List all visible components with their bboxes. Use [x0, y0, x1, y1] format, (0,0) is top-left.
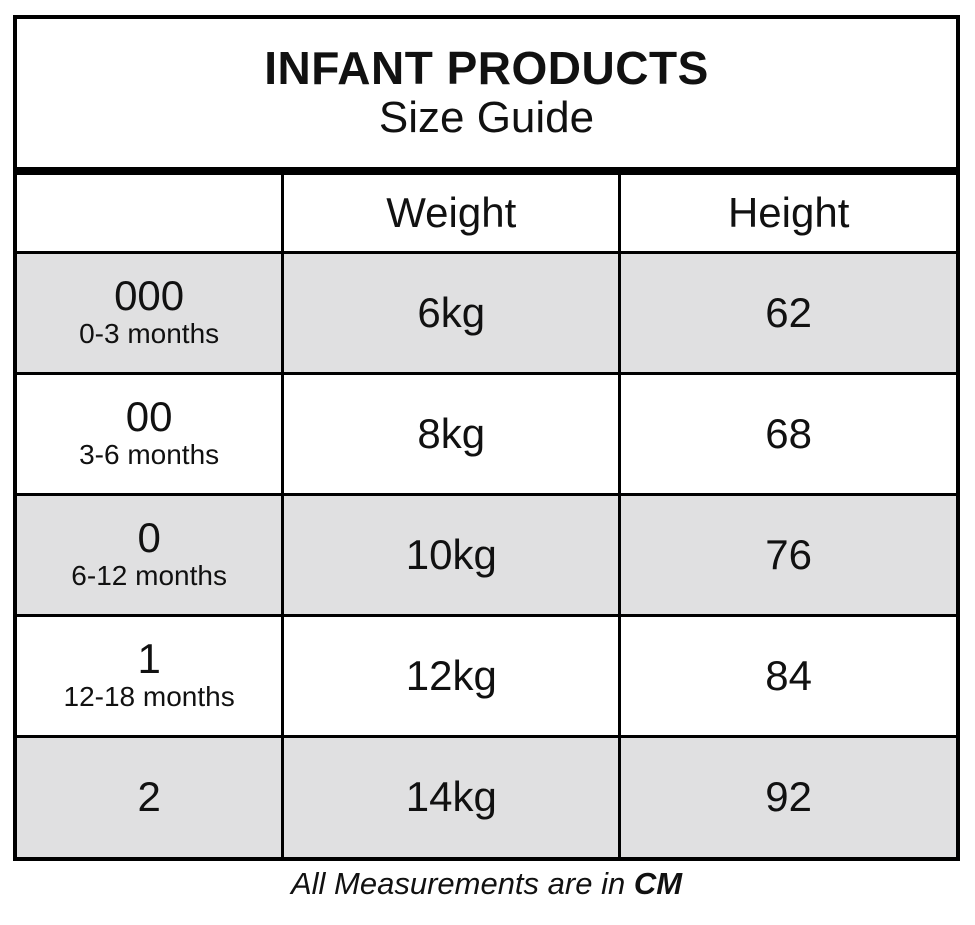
size-cell: 000 0-3 months: [15, 250, 285, 375]
size-cell: 2: [15, 734, 285, 859]
weight-cell: 6kg: [281, 250, 622, 375]
table-row-size-2: 2 14kg 92: [15, 734, 958, 859]
measurement-note-text: All Measurements are in: [290, 866, 634, 901]
size-code: 000: [114, 272, 185, 320]
table-row-size-0: 0 6-12 months 10kg 76: [15, 492, 958, 617]
size-code: 2: [137, 773, 161, 821]
size-guide-card: INFANT PRODUCTS Size Guide Weight Height: [13, 15, 960, 861]
weight-cell: 14kg: [281, 734, 622, 859]
measurement-unit: CM: [633, 866, 683, 901]
size-cell: 00 3-6 months: [15, 371, 285, 496]
table-row-size-000: 000 0-3 months 6kg 62: [15, 250, 958, 375]
measurement-unit-note: All Measurements are in CM: [13, 866, 960, 902]
height-cell: 92: [618, 734, 958, 859]
size-code: 1: [137, 635, 161, 683]
age-range: 6-12 months: [71, 560, 227, 592]
weight-cell: 12kg: [281, 613, 622, 738]
column-header-height: Height: [618, 173, 958, 254]
table-row-size-1: 1 12-18 months 12kg 84: [15, 613, 958, 738]
size-guide-table: Weight Height 000 0-3 months 6kg 62 00: [15, 173, 958, 859]
size-cell: 1 12-18 months: [15, 613, 285, 738]
weight-cell: 8kg: [281, 371, 622, 496]
size-code: 00: [125, 393, 173, 441]
page-title: INFANT PRODUCTS: [264, 42, 709, 95]
table-header-row: Weight Height: [15, 173, 958, 254]
size-code: 0: [137, 514, 161, 562]
table-row-size-00: 00 3-6 months 8kg 68: [15, 371, 958, 496]
column-header-weight: Weight: [281, 173, 622, 254]
height-cell: 76: [618, 492, 958, 617]
height-cell: 84: [618, 613, 958, 738]
size-cell: 0 6-12 months: [15, 492, 285, 617]
page-subtitle: Size Guide: [378, 93, 595, 143]
age-range: 12-18 months: [63, 681, 235, 713]
height-cell: 62: [618, 250, 958, 375]
age-range: 3-6 months: [79, 439, 220, 471]
height-cell: 68: [618, 371, 958, 496]
title-block: INFANT PRODUCTS Size Guide: [17, 19, 956, 175]
column-header-size: [15, 173, 285, 254]
age-range: 0-3 months: [79, 318, 220, 350]
weight-cell: 10kg: [281, 492, 622, 617]
